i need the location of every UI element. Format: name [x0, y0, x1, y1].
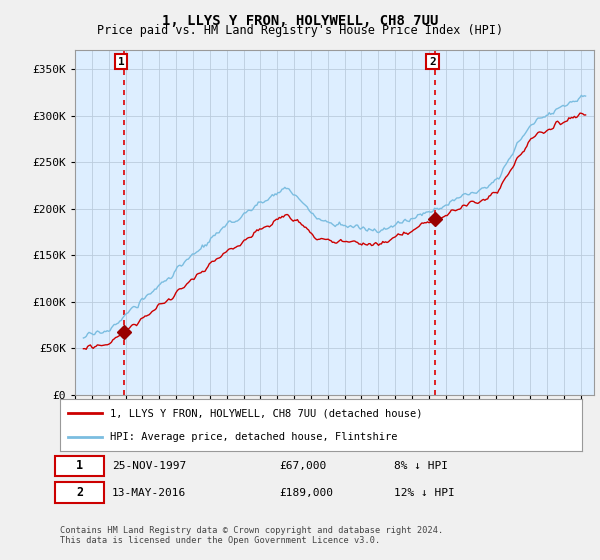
Text: £67,000: £67,000 — [279, 461, 326, 470]
Text: 1: 1 — [118, 57, 125, 67]
Text: 1, LLYS Y FRON, HOLYWELL, CH8 7UU (detached house): 1, LLYS Y FRON, HOLYWELL, CH8 7UU (detac… — [110, 408, 422, 418]
Text: This data is licensed under the Open Government Licence v3.0.: This data is licensed under the Open Gov… — [60, 536, 380, 545]
Text: Price paid vs. HM Land Registry's House Price Index (HPI): Price paid vs. HM Land Registry's House … — [97, 24, 503, 37]
Text: 25-NOV-1997: 25-NOV-1997 — [112, 461, 187, 470]
Text: 2: 2 — [429, 57, 436, 67]
FancyBboxPatch shape — [55, 455, 104, 476]
Text: Contains HM Land Registry data © Crown copyright and database right 2024.: Contains HM Land Registry data © Crown c… — [60, 526, 443, 535]
Text: 1: 1 — [76, 459, 83, 472]
Text: 13-MAY-2016: 13-MAY-2016 — [112, 488, 187, 497]
Text: 12% ↓ HPI: 12% ↓ HPI — [394, 488, 455, 497]
Text: HPI: Average price, detached house, Flintshire: HPI: Average price, detached house, Flin… — [110, 432, 397, 442]
Text: £189,000: £189,000 — [279, 488, 333, 497]
Text: 8% ↓ HPI: 8% ↓ HPI — [394, 461, 448, 470]
Text: 2: 2 — [76, 486, 83, 499]
Text: 1, LLYS Y FRON, HOLYWELL, CH8 7UU: 1, LLYS Y FRON, HOLYWELL, CH8 7UU — [162, 14, 438, 28]
FancyBboxPatch shape — [55, 482, 104, 503]
